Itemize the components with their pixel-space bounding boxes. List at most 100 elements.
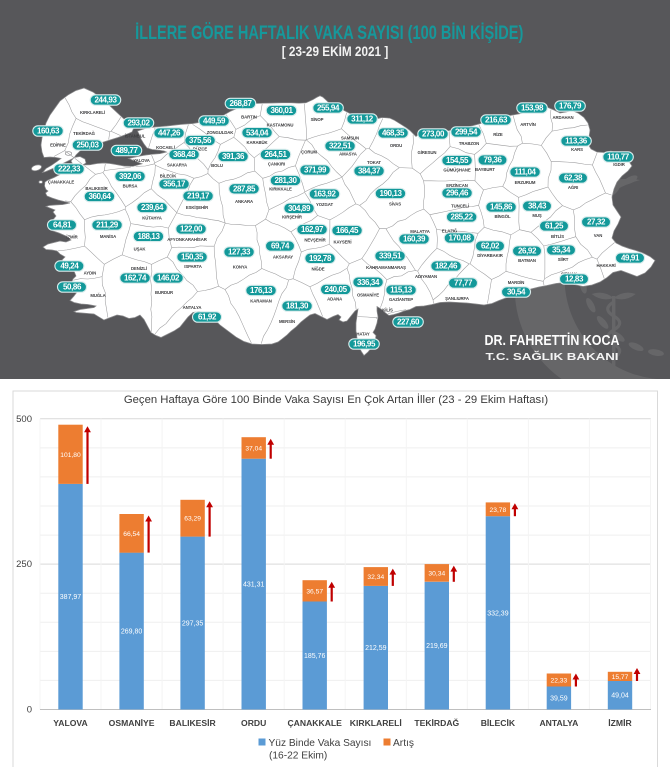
svg-text:146,02: 146,02 [157,274,180,283]
svg-text:182,46: 182,46 [435,262,458,271]
svg-text:62,38: 62,38 [564,174,583,183]
svg-text:356,17: 356,17 [163,180,186,189]
svg-text:TOKAT: TOKAT [367,160,381,165]
svg-text:322,51: 322,51 [329,142,352,151]
svg-text:27,32: 27,32 [587,218,606,227]
svg-text:HAKKARİ: HAKKARİ [596,263,615,268]
svg-text:30,34: 30,34 [428,571,445,578]
svg-text:30,54: 30,54 [507,288,526,297]
svg-text:160,63: 160,63 [37,127,60,136]
svg-text:Artış: Artış [393,738,414,749]
svg-text:240,05: 240,05 [325,285,348,294]
svg-text:35,34: 35,34 [552,246,571,255]
svg-text:62,02: 62,02 [481,242,500,251]
svg-text:Geçen Haftaya Göre 100 Binde V: Geçen Haftaya Göre 100 Binde Vaka Sayısı… [124,393,548,406]
svg-text:145,86: 145,86 [490,203,513,212]
svg-text:MARDİN: MARDİN [508,280,525,285]
svg-text:KÜTAHYA: KÜTAHYA [142,216,162,221]
svg-text:KAHRAMANMARAŞ: KAHRAMANMARAŞ [366,265,406,270]
svg-text:39,59: 39,59 [550,696,568,703]
svg-text:360,01: 360,01 [270,106,293,115]
svg-text:BİLECİK: BİLECİK [160,174,177,179]
svg-text:269,80: 269,80 [121,629,143,636]
svg-text:299,54: 299,54 [455,128,478,137]
svg-text:371,99: 371,99 [304,166,327,175]
svg-text:22,33: 22,33 [551,678,568,685]
svg-text:KARAMAN: KARAMAN [250,299,272,304]
svg-text:264,51: 264,51 [264,150,287,159]
svg-text:170,08: 170,08 [448,234,471,243]
svg-text:293,02: 293,02 [127,119,150,128]
svg-text:176,13: 176,13 [250,286,273,295]
svg-text:368,48: 368,48 [173,150,196,159]
svg-text:SAMSUN: SAMSUN [341,136,359,141]
svg-text:UŞAK: UŞAK [134,247,147,252]
svg-text:YALOVA: YALOVA [53,718,87,728]
svg-text:219,69: 219,69 [426,643,448,650]
svg-text:69,74: 69,74 [271,242,290,251]
svg-text:(16-22 Ekim): (16-22 Ekim) [269,751,327,762]
svg-text:BİTLİS: BİTLİS [551,234,564,239]
svg-text:222,33: 222,33 [58,165,81,174]
svg-text:ÇANAKKALE: ÇANAKKALE [48,180,75,185]
svg-text:336,34: 336,34 [357,278,380,287]
svg-text:AĞRI: AĞRI [568,185,578,190]
svg-text:BİLECİK: BİLECİK [481,718,516,728]
svg-text:BAYBURT: BAYBURT [475,167,495,172]
svg-text:49,91: 49,91 [621,254,640,263]
svg-text:77,77: 77,77 [454,279,473,288]
svg-text:SİVAS: SİVAS [389,202,401,207]
svg-text:160,39: 160,39 [403,235,426,244]
svg-text:185,76: 185,76 [304,653,326,660]
svg-text:489,77: 489,77 [115,146,138,155]
svg-text:ERZİNCAN: ERZİNCAN [446,183,467,188]
svg-text:244,93: 244,93 [94,96,117,105]
svg-text:211,29: 211,29 [96,221,119,230]
svg-text:MERSİN: MERSİN [279,319,295,324]
svg-text:239,64: 239,64 [141,203,164,212]
svg-text:KIRKLARELİ: KIRKLARELİ [350,718,402,728]
svg-text:49,24: 49,24 [60,262,79,271]
svg-text:181,30: 181,30 [286,302,309,311]
svg-text:DİYARBAKIR: DİYARBAKIR [477,253,504,258]
svg-text:SAKARYA: SAKARYA [167,163,187,168]
svg-text:KIRIKKALE: KIRIKKALE [269,187,292,192]
svg-text:387,97: 387,97 [60,594,82,601]
svg-text:375,56: 375,56 [189,136,212,145]
svg-text:NİĞDE: NİĞDE [311,267,324,272]
svg-text:ANKARA: ANKARA [235,199,253,204]
svg-text:BURDUR: BURDUR [155,290,174,295]
svg-text:OSMANİYE: OSMANİYE [357,292,379,297]
svg-text:127,33: 127,33 [228,248,251,257]
svg-text:32,34: 32,34 [367,574,384,581]
svg-text:162,74: 162,74 [124,274,147,283]
svg-text:166,45: 166,45 [336,226,359,235]
svg-text:KASTAMONU: KASTAMONU [267,123,294,128]
svg-text:26,92: 26,92 [518,247,537,256]
svg-text:KOCAELİ: KOCAELİ [156,145,175,150]
svg-text:227,60: 227,60 [397,318,420,327]
svg-text:ANTALYA: ANTALYA [183,305,202,310]
svg-text:EDİRNE: EDİRNE [50,143,66,148]
svg-text:IĞDIR: IĞDIR [613,162,625,167]
svg-text:Yüz Binde Vaka Sayısı: Yüz Binde Vaka Sayısı [269,738,372,749]
svg-text:12,83: 12,83 [565,275,584,284]
svg-text:ANTALYA: ANTALYA [539,718,578,728]
svg-text:384,37: 384,37 [358,167,381,176]
svg-text:KONYA: KONYA [233,265,248,270]
svg-text:KIRŞEHİR: KIRŞEHİR [282,215,303,220]
svg-text:ŞANLIURFA: ŞANLIURFA [445,296,469,301]
svg-text:ORDU: ORDU [241,718,266,728]
svg-text:YALOVA: YALOVA [133,158,150,163]
svg-text:ISPARTA: ISPARTA [184,264,202,269]
svg-text:KIRKLARELİ: KIRKLARELİ [80,110,105,115]
svg-text:392,06: 392,06 [119,172,142,181]
svg-text:MALATYA: MALATYA [410,229,430,234]
svg-text:İZMİR: İZMİR [66,235,78,240]
svg-text:391,36: 391,36 [222,152,245,161]
svg-text:66,54: 66,54 [123,531,140,538]
svg-text:297,35: 297,35 [182,621,204,628]
svg-text:192,78: 192,78 [309,254,332,263]
svg-text:115,13: 115,13 [390,286,413,295]
svg-text:RİZE: RİZE [493,132,503,137]
